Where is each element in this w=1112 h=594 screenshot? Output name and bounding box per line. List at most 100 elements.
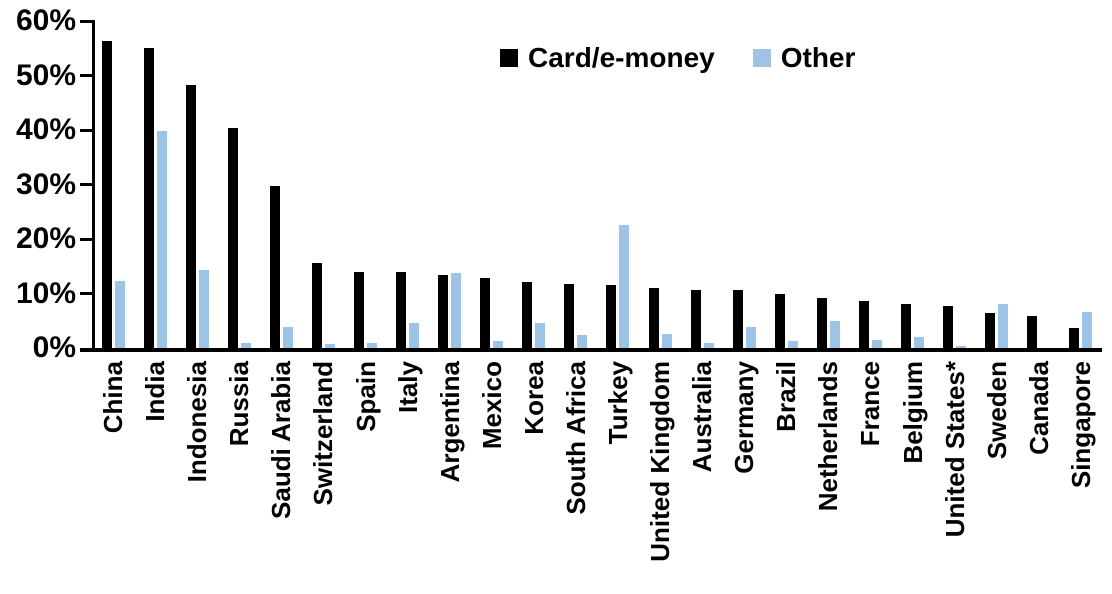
x-axis-label: United Kingdom [645, 361, 676, 562]
x-label-cell: South Africa [555, 361, 597, 591]
x-label-cell: Spain [344, 361, 386, 591]
bar-card-e-money [143, 48, 154, 348]
bar-card-e-money [985, 313, 996, 348]
bar-group [1018, 21, 1060, 348]
bar-group [176, 21, 218, 348]
bar-group [639, 21, 681, 348]
x-label-cell: Germany [723, 361, 765, 591]
x-axis-label: Singapore [1065, 361, 1096, 489]
y-axis-line [92, 20, 95, 352]
bar-other [282, 327, 293, 348]
bar-group [765, 21, 807, 348]
x-axis-label: Argentina [434, 361, 465, 483]
bar-other [367, 343, 377, 348]
bar-other [240, 343, 251, 348]
bar-group [92, 21, 134, 348]
bar-card-e-money [522, 281, 533, 348]
bar-other [703, 342, 714, 348]
legend-item-other: Other [752, 42, 856, 74]
x-axis-label: Korea [518, 361, 549, 435]
bar-other [114, 280, 125, 348]
bar-group [849, 21, 891, 348]
bar-other [619, 224, 630, 348]
x-label-cell: Belgium [891, 361, 933, 591]
bar-card-e-money [816, 297, 827, 348]
x-label-cell: Italy [387, 361, 429, 591]
bar-other [914, 337, 925, 348]
bar-other [787, 341, 798, 348]
x-axis-label: United States* [939, 361, 970, 538]
bar-card-e-money [354, 271, 364, 348]
legend-label-card-e-money: Card/e-money [528, 42, 715, 73]
x-label-cell: France [849, 361, 891, 591]
x-label-cell: Singapore [1060, 361, 1102, 591]
bar-other [577, 334, 588, 348]
x-axis-label: Netherlands [813, 361, 844, 512]
x-axis-label: Russia [224, 361, 255, 447]
legend: Card/e-money Other [500, 42, 855, 74]
bar-card-e-money [185, 84, 196, 348]
bar-card-e-money [480, 277, 491, 348]
x-axis-label: Sweden [981, 361, 1012, 460]
x-label-cell: Argentina [429, 361, 471, 591]
bar-group [429, 21, 471, 348]
x-axis-label: Canada [1023, 361, 1054, 455]
bar-group [302, 21, 344, 348]
x-axis-label: Belgium [897, 361, 928, 464]
y-axis-tick [80, 128, 93, 132]
bar-card-e-money [269, 185, 280, 348]
x-axis-label: Mexico [476, 361, 507, 450]
x-axis-label: South Africa [560, 361, 591, 515]
y-axis-tick [80, 237, 93, 241]
bar-other [493, 340, 504, 348]
bar-other [451, 273, 462, 348]
bar-card-e-money [438, 274, 449, 348]
x-label-cell: United Kingdom [639, 361, 681, 591]
x-label-cell: Canada [1018, 361, 1060, 591]
bar-group [807, 21, 849, 348]
bar-other [324, 344, 335, 348]
x-axis-label: Italy [392, 361, 423, 414]
x-axis-labels: China India Indonesia Russia Saudi Arabia Swi… [92, 361, 1102, 591]
bar-card-e-money [943, 305, 954, 348]
legend-swatch-card-e-money [500, 49, 518, 67]
bar-group [976, 21, 1018, 348]
bar-group [555, 21, 597, 348]
bar-group [891, 21, 933, 348]
x-label-cell: United States* [934, 361, 976, 591]
legend-label-other: Other [780, 42, 856, 73]
y-axis-label: 60% [15, 4, 76, 37]
bar-group [597, 21, 639, 348]
bar-other [956, 346, 967, 348]
x-label-cell: Indonesia [176, 361, 218, 591]
x-label-cell: Russia [218, 361, 260, 591]
x-label-cell: Australia [681, 361, 723, 591]
bar-group [344, 21, 386, 348]
y-axis-tick [80, 19, 93, 23]
x-axis-label: Spain [350, 361, 381, 432]
x-label-cell: Brazil [765, 361, 807, 591]
bar-other [871, 339, 882, 348]
x-axis-label: Indonesia [182, 361, 213, 483]
y-axis-tick [80, 292, 93, 295]
bar-group [218, 21, 260, 348]
bar-other [198, 269, 209, 348]
plot-area [92, 21, 1102, 348]
bar-card-e-money [732, 289, 743, 348]
x-label-cell: Mexico [471, 361, 513, 591]
x-axis-label: Germany [729, 361, 760, 474]
x-label-cell: Sweden [976, 361, 1018, 591]
bar-other [745, 326, 756, 348]
bar-group [260, 21, 302, 348]
y-axis-tick [80, 183, 93, 186]
y-axis-label: 0% [32, 331, 76, 364]
bar-card-e-money [690, 289, 701, 348]
x-label-cell: India [134, 361, 176, 591]
bar-card-e-money [227, 127, 238, 348]
bar-card-e-money [311, 262, 322, 348]
x-label-cell: Korea [513, 361, 555, 591]
bar-other [409, 323, 420, 348]
x-label-cell: Netherlands [807, 361, 849, 591]
x-axis-label: Turkey [602, 361, 633, 445]
